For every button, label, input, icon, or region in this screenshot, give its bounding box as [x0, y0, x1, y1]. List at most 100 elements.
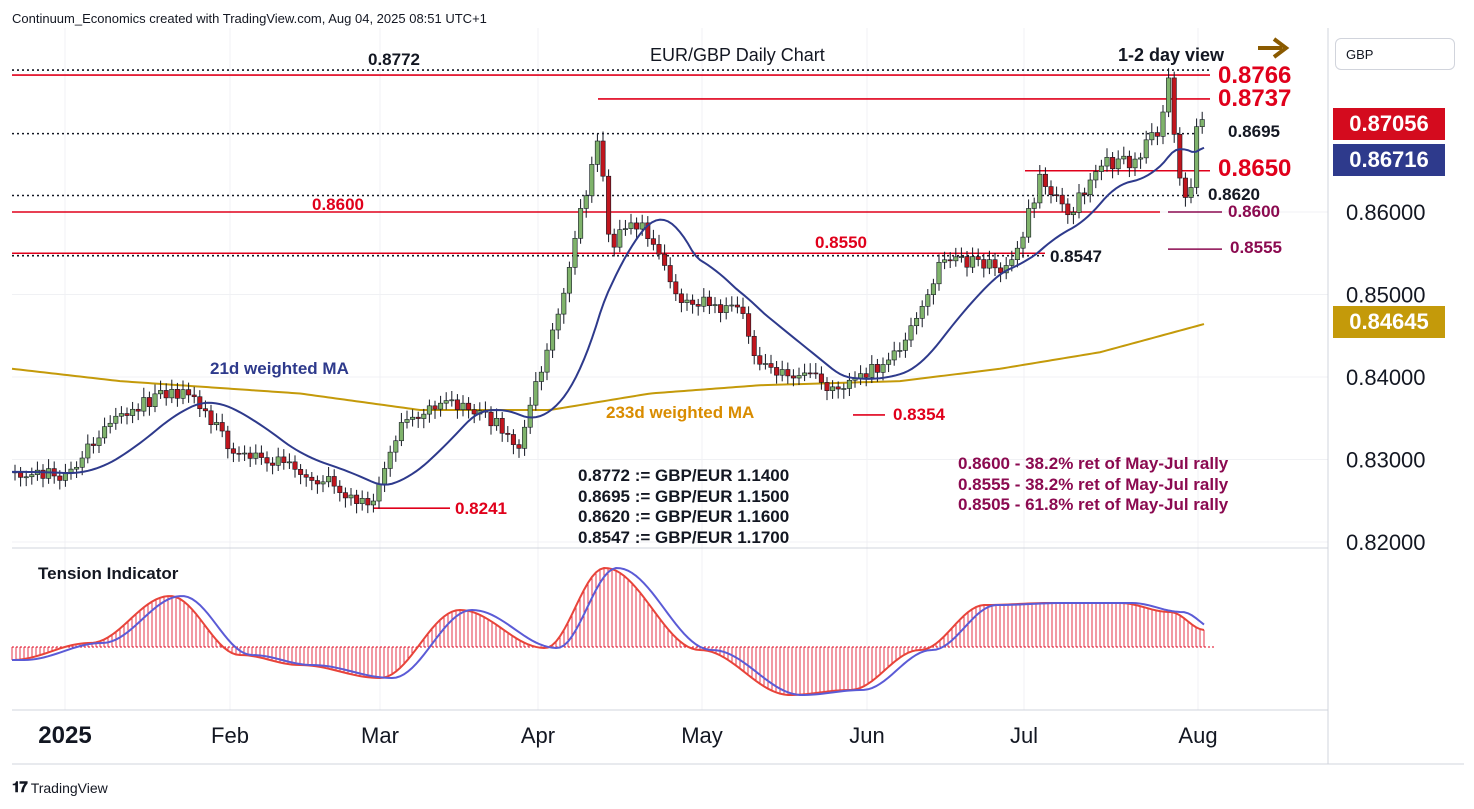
candle: [85, 443, 91, 459]
header-credit: Continuum_Economics created with Trading…: [12, 11, 487, 26]
candle: [802, 372, 808, 376]
candle: [1070, 212, 1076, 216]
y-tick-label: 0.85000: [1346, 283, 1426, 308]
indicator-line-slow: [12, 567, 1205, 696]
candle: [1048, 186, 1054, 196]
candle: [342, 492, 348, 499]
candle: [572, 238, 578, 268]
candle: [578, 208, 584, 239]
candle: [398, 422, 404, 442]
candle: [1154, 132, 1160, 137]
tradingview-brand: TradingView: [30, 779, 108, 796]
candle: [499, 418, 505, 434]
chart-title: EUR/GBP Daily Chart: [650, 45, 825, 65]
y-tick-label: 0.86000: [1346, 200, 1426, 225]
candle: [1110, 157, 1116, 170]
candle: [667, 265, 673, 283]
x-tick-label: 2025: [38, 722, 91, 749]
candle: [488, 411, 494, 427]
indicator-label: Tension Indicator: [38, 564, 179, 583]
x-tick-label: Feb: [211, 723, 249, 748]
candle: [460, 402, 466, 410]
candle: [1199, 119, 1205, 127]
candle: [426, 405, 432, 415]
tension-indicator-plot: [11, 567, 1215, 696]
candle: [734, 304, 740, 308]
candle: [1065, 203, 1071, 216]
candle: [1149, 132, 1155, 141]
ma233-label: 233d weighted MA: [606, 403, 755, 422]
level-label-8772: 0.8772: [368, 50, 420, 69]
candle: [1160, 111, 1166, 137]
candle: [376, 483, 382, 502]
candle: [986, 259, 992, 269]
candle: [466, 402, 472, 411]
level-label-8547: 0.8547: [1050, 247, 1102, 266]
tradingview-logo: 𝟏𝟕 TradingView: [12, 779, 108, 796]
candle: [897, 350, 903, 352]
candle: [874, 364, 880, 373]
candle: [18, 472, 24, 478]
candle: [415, 416, 421, 419]
candle: [723, 305, 729, 313]
candle: [292, 461, 298, 470]
candle: [113, 415, 119, 424]
candle: [454, 399, 460, 410]
candle: [762, 363, 768, 365]
right-arrow-icon: [1258, 37, 1290, 59]
candle: [678, 293, 684, 303]
currency-selector[interactable]: GBP: [1335, 38, 1455, 70]
candle: [1020, 236, 1026, 249]
candle: [583, 195, 589, 209]
candle: [169, 389, 175, 399]
candle: [1132, 158, 1138, 169]
retracement-row: 0.8555 - 38.2% ret of May-Jul rally: [958, 474, 1229, 494]
level-label-8600-left: 0.8600: [312, 195, 364, 214]
candle: [522, 426, 528, 449]
candle: [90, 443, 96, 446]
candle: [835, 386, 841, 390]
candle: [1009, 259, 1015, 266]
level-label-8354: 0.8354: [893, 405, 945, 424]
candle: [202, 408, 208, 412]
candle: [421, 413, 427, 419]
candle: [359, 498, 365, 504]
candle: [275, 456, 281, 466]
candle: [40, 469, 46, 479]
level-label-8600-right: 0.8600: [1228, 202, 1280, 221]
candle: [639, 222, 645, 230]
candle: [981, 259, 987, 269]
candle: [818, 373, 824, 383]
candle: [566, 267, 572, 294]
candle: [253, 452, 259, 459]
candle: [533, 381, 539, 406]
candle: [124, 413, 130, 416]
candle: [236, 452, 242, 455]
ma233-polyline: [11, 323, 1205, 411]
level-label-8737: 0.8737: [1218, 85, 1292, 112]
candle: [891, 350, 897, 361]
candle: [594, 140, 600, 165]
ma21-line: [12, 146, 1205, 486]
candle: [74, 466, 80, 470]
candle: [382, 468, 388, 485]
x-tick-label: Jun: [849, 723, 884, 748]
candle: [740, 306, 746, 314]
candle: [68, 468, 74, 473]
ma21-label: 21d weighted MA: [210, 359, 349, 378]
candle: [561, 292, 567, 315]
candle: [1138, 157, 1144, 160]
candle: [29, 474, 35, 478]
candle: [1194, 126, 1200, 188]
candle: [807, 372, 813, 375]
candle: [1026, 208, 1032, 238]
x-tick-label: Jul: [1010, 723, 1038, 748]
candle: [208, 410, 214, 426]
candle: [751, 335, 757, 356]
candle: [785, 369, 791, 377]
candle: [869, 364, 875, 378]
candle: [634, 222, 640, 230]
candle: [628, 222, 634, 229]
candle: [270, 462, 276, 466]
candle: [611, 233, 617, 248]
